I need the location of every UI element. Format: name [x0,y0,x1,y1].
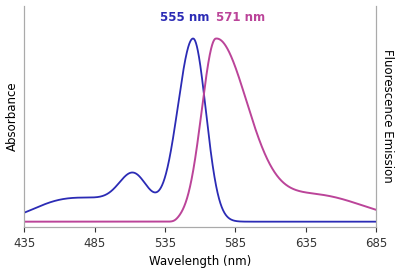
X-axis label: Wavelength (nm): Wavelength (nm) [149,255,251,269]
Y-axis label: Fluorescence Emission: Fluorescence Emission [382,50,394,183]
Y-axis label: Absorbance: Absorbance [6,82,18,151]
Text: 555 nm: 555 nm [160,11,210,24]
Text: 571 nm: 571 nm [216,11,265,24]
